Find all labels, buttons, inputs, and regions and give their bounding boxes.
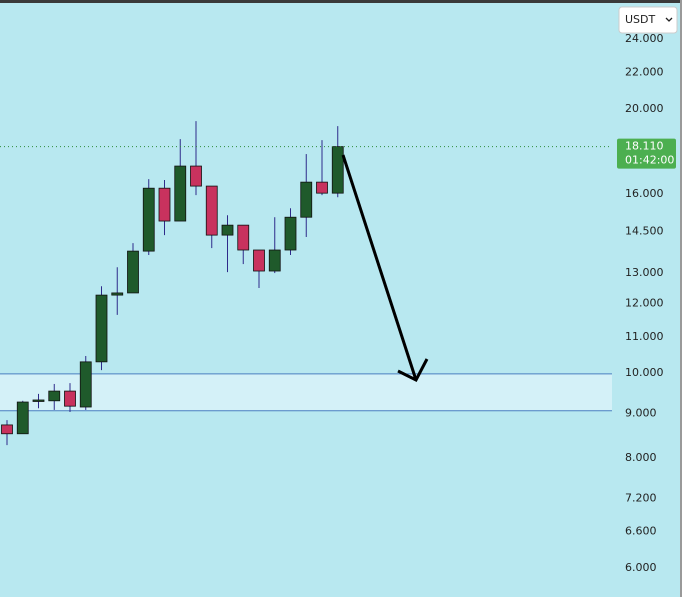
candle-body xyxy=(127,250,139,294)
candle-body xyxy=(95,294,108,363)
y-tick-label: 11.000 xyxy=(625,330,664,343)
candle-body xyxy=(16,401,29,435)
y-tick-label: 20.000 xyxy=(625,102,664,115)
last-price-label: 18.110 xyxy=(625,140,664,153)
dropdown-label[interactable]: USDT xyxy=(625,13,656,26)
candle-body xyxy=(268,249,281,272)
candle-body xyxy=(32,399,45,402)
arrow xyxy=(341,154,418,381)
arrow-head xyxy=(397,358,429,382)
y-tick-label: 10.000 xyxy=(625,366,664,379)
candle-body xyxy=(111,292,124,296)
dropdown-box[interactable] xyxy=(618,6,678,34)
y-tick-label: 6.600 xyxy=(625,525,657,538)
currency-dropdown[interactable]: USDT xyxy=(618,6,678,34)
zone xyxy=(0,373,612,411)
candle-body xyxy=(64,390,76,407)
candle-body xyxy=(237,224,250,251)
candle-body xyxy=(48,390,61,402)
candle-body xyxy=(79,361,92,408)
candle-body xyxy=(142,187,155,252)
candle-body xyxy=(331,146,344,194)
candle-body xyxy=(190,165,202,187)
y-tick-label: 14.500 xyxy=(625,224,664,237)
y-tick-label: 22.000 xyxy=(625,65,664,78)
dropdown-chevron[interactable] xyxy=(665,17,673,22)
candle-body xyxy=(205,185,218,236)
y-tick-label: 6.000 xyxy=(625,561,657,574)
countdown-label: 01:42:00 xyxy=(625,154,674,167)
y-tick-label: 16.000 xyxy=(625,187,664,200)
candle-body xyxy=(1,424,13,435)
candle-body xyxy=(253,249,265,272)
candle-body xyxy=(221,224,234,236)
candle-body xyxy=(174,165,187,222)
y-tick-label: 13.000 xyxy=(625,266,664,279)
candle-body xyxy=(316,181,328,194)
y-tick-label: 9.000 xyxy=(625,406,657,419)
candle-body xyxy=(158,187,171,222)
y-tick-label: 12.000 xyxy=(625,297,664,310)
top-border xyxy=(0,0,682,3)
y-tick-label: 8.000 xyxy=(625,451,657,464)
candle-body xyxy=(284,216,297,251)
y-tick-label: 7.200 xyxy=(625,491,657,504)
right-border xyxy=(680,0,682,597)
last-price-box xyxy=(617,138,676,169)
plot-area xyxy=(0,121,612,446)
candle-body xyxy=(300,181,313,218)
y-tick-label: 24.000 xyxy=(625,32,664,45)
